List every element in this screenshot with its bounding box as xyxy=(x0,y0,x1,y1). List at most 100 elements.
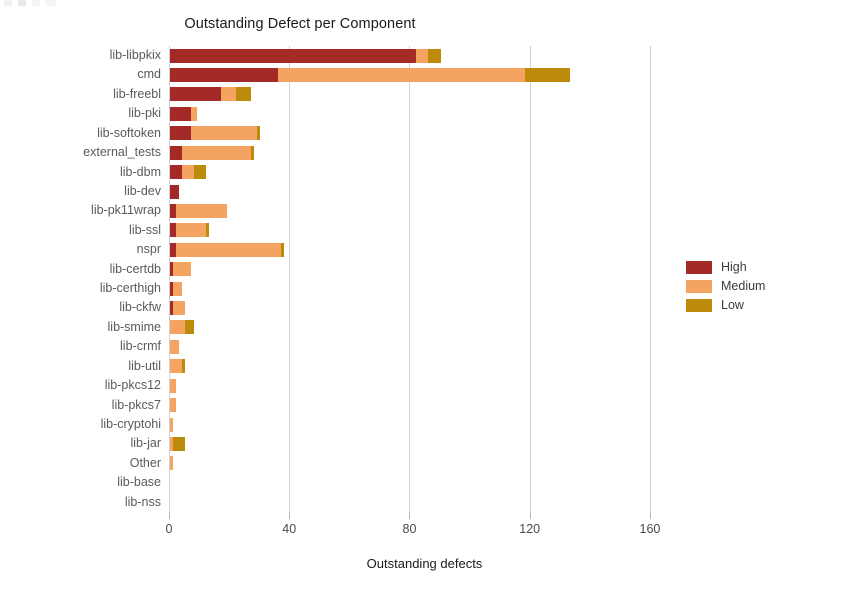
bar-row[interactable]: lib-libpkix xyxy=(110,46,680,65)
legend-item-high[interactable]: High xyxy=(686,258,765,277)
bar-segment-low[interactable] xyxy=(206,223,210,238)
bar-row[interactable]: lib-crmf xyxy=(120,337,680,356)
bar-segment-low[interactable] xyxy=(185,320,195,335)
bar-row[interactable]: lib-jar xyxy=(130,434,680,453)
bar-segment-medium[interactable] xyxy=(191,126,258,141)
bar-row[interactable]: lib-certhigh xyxy=(100,279,680,298)
bar-segment-high[interactable] xyxy=(170,203,176,218)
stacked-bar[interactable] xyxy=(170,68,570,82)
bar-row[interactable]: lib-pk11wrap xyxy=(91,201,680,220)
bar-row[interactable]: cmd xyxy=(137,65,680,84)
stacked-bar[interactable] xyxy=(170,359,186,374)
bar-segment-medium[interactable] xyxy=(221,87,237,102)
bar-segment-medium[interactable] xyxy=(182,165,195,180)
legend-item-low[interactable]: Low xyxy=(686,296,765,315)
category-label-Other: Other xyxy=(129,455,161,470)
stacked-bar[interactable] xyxy=(170,339,180,354)
bar-segment-low[interactable] xyxy=(428,48,441,63)
bar-row[interactable]: lib-smime xyxy=(108,318,680,337)
bar-segment-high[interactable] xyxy=(170,223,176,238)
bar-segment-high[interactable] xyxy=(170,165,183,180)
stacked-bar[interactable] xyxy=(170,262,192,277)
bar-row[interactable]: lib-ssl xyxy=(129,221,680,240)
bar-row[interactable]: lib-pkcs12 xyxy=(105,376,680,395)
bar-segment-medium[interactable] xyxy=(170,339,180,354)
bar-segment-low[interactable] xyxy=(524,68,570,82)
bar-segment-high[interactable] xyxy=(170,68,279,82)
bar-row[interactable]: lib-cryptohi xyxy=(101,415,680,434)
bar-row[interactable]: lib-base xyxy=(117,473,680,492)
bar-segment-medium[interactable] xyxy=(176,242,282,257)
bar-row[interactable]: lib-dev xyxy=(124,182,680,201)
stacked-bar[interactable] xyxy=(170,126,261,141)
stacked-bar[interactable] xyxy=(170,242,285,257)
bar-segment-medium[interactable] xyxy=(182,145,252,160)
bar-segment-high[interactable] xyxy=(170,145,183,160)
stacked-bar[interactable] xyxy=(170,184,180,199)
stacked-bar[interactable] xyxy=(170,417,173,432)
bar-segment-low[interactable] xyxy=(281,242,285,257)
bar-segment-medium[interactable] xyxy=(170,417,173,432)
bar-segment-medium[interactable] xyxy=(173,281,183,296)
stacked-bar[interactable] xyxy=(170,456,173,471)
bar-segment-low[interactable] xyxy=(236,87,252,102)
bar-row[interactable]: lib-nss xyxy=(125,493,680,512)
bar-segment-medium[interactable] xyxy=(173,301,186,315)
bar-segment-medium[interactable] xyxy=(170,436,173,451)
stacked-bar[interactable] xyxy=(170,87,252,102)
stacked-bar[interactable] xyxy=(170,378,176,393)
bar-segment-high[interactable] xyxy=(170,106,192,121)
bar-segment-medium[interactable] xyxy=(176,223,207,238)
stacked-bar[interactable] xyxy=(170,223,210,238)
stacked-bar[interactable] xyxy=(170,398,176,413)
bar-segment-low[interactable] xyxy=(251,145,255,160)
bar-segment-medium[interactable] xyxy=(191,106,198,121)
category-label-lib-ckfw: lib-ckfw xyxy=(119,300,161,315)
bar-row[interactable]: nspr xyxy=(137,240,680,259)
bar-segment-medium[interactable] xyxy=(170,359,183,374)
stacked-bar[interactable] xyxy=(170,320,195,335)
bar-segment-high[interactable] xyxy=(170,184,180,199)
bar-segment-medium[interactable] xyxy=(278,68,525,82)
bar-segment-medium[interactable] xyxy=(170,378,176,393)
bar-segment-high[interactable] xyxy=(170,242,176,257)
bar-row[interactable]: lib-pkcs7 xyxy=(112,396,680,415)
bar-row[interactable]: lib-softoken xyxy=(97,124,680,143)
bar-row[interactable]: external_tests xyxy=(83,143,680,162)
bar-segment-low[interactable] xyxy=(173,436,186,451)
stacked-bar[interactable] xyxy=(170,281,183,296)
stacked-bar[interactable] xyxy=(170,203,228,218)
bar-row[interactable]: lib-certdb xyxy=(110,260,680,279)
bar-segment-low[interactable] xyxy=(257,126,261,141)
stacked-bar[interactable] xyxy=(170,165,207,180)
bar-segment-medium[interactable] xyxy=(170,398,176,413)
stacked-bar[interactable] xyxy=(170,48,441,63)
bar-segment-medium[interactable] xyxy=(170,456,173,471)
bar-row[interactable]: Other xyxy=(130,454,680,473)
bar-segment-high[interactable] xyxy=(170,87,222,102)
category-label-lib-nss: lib-nss xyxy=(124,494,161,509)
bar-row[interactable]: lib-util xyxy=(128,357,680,376)
stacked-bar[interactable] xyxy=(170,106,198,121)
bar-segment-high[interactable] xyxy=(170,48,417,63)
legend-item-medium[interactable]: Medium xyxy=(686,277,765,296)
bar-segment-medium[interactable] xyxy=(170,320,186,335)
bar-segment-medium[interactable] xyxy=(416,48,429,63)
bar-row[interactable]: lib-pki xyxy=(128,104,680,123)
category-label-lib-smime: lib-smime xyxy=(107,319,161,334)
stacked-bar[interactable] xyxy=(170,436,186,451)
bar-segment-medium[interactable] xyxy=(176,203,228,218)
bar-row[interactable]: lib-dbm xyxy=(120,163,680,182)
bar-segment-high[interactable] xyxy=(170,126,192,141)
bar-segment-high[interactable] xyxy=(170,262,173,277)
bar-segment-high[interactable] xyxy=(170,281,173,296)
bar-segment-medium[interactable] xyxy=(173,262,192,277)
stacked-bar[interactable] xyxy=(170,145,255,160)
stacked-bar[interactable] xyxy=(170,301,186,315)
bar-row[interactable]: lib-ckfw xyxy=(119,298,680,317)
bar-segment-low[interactable] xyxy=(182,359,186,374)
bar-row[interactable]: lib-freebl xyxy=(113,85,680,104)
tick-mark-120 xyxy=(529,512,531,519)
bar-segment-high[interactable] xyxy=(170,301,173,315)
bar-segment-low[interactable] xyxy=(194,165,207,180)
